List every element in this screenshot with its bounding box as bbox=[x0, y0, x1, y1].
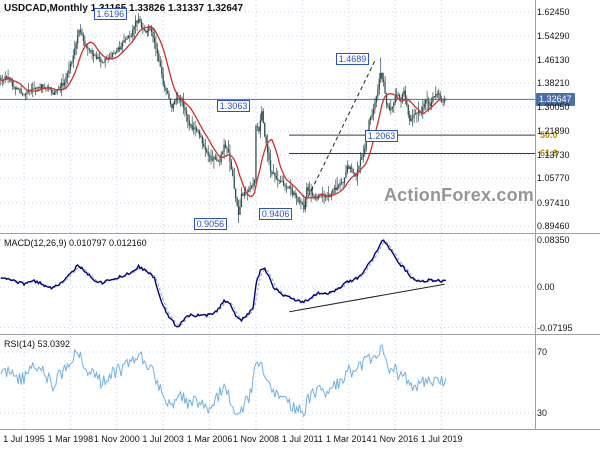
actionforex-watermark: ActionForex.com bbox=[383, 185, 534, 205]
price-axis-label: 1.05770 bbox=[537, 173, 570, 184]
price-axis-label: 1.46130 bbox=[537, 54, 570, 65]
price-axis-label: 1.30050 bbox=[537, 102, 570, 113]
date-axis-label: 1 Jul 1995 bbox=[3, 434, 45, 444]
price-callout: 1.3063 bbox=[216, 100, 251, 113]
macd-indicator-title: MACD(12,26,9) 0.010797 0.012160 bbox=[4, 238, 147, 248]
price-callout: 0.9406 bbox=[258, 207, 293, 220]
date-axis-label: 1 Nov 2000 bbox=[93, 434, 140, 444]
price-axis-label: 1.62450 bbox=[537, 6, 570, 17]
date-axis-label: 1 Jul 2019 bbox=[420, 434, 463, 444]
price-callout: 1.6196 bbox=[93, 8, 128, 21]
rsi-axis-label: 70 bbox=[537, 347, 548, 357]
date-axis-label: 1 Jul 2011 bbox=[281, 434, 323, 444]
date-axis-label: 1 Nov 2008 bbox=[232, 434, 280, 444]
date-axis-label: 1 Mar 2014 bbox=[326, 434, 372, 444]
price-axis-label: 1.13730 bbox=[537, 149, 570, 160]
price-axis-label: 0.97410 bbox=[537, 197, 570, 208]
rsi-indicator-title: RSI(14) 53.0392 bbox=[4, 339, 71, 349]
price-axis-label: 1.21890 bbox=[537, 126, 570, 136]
price-axis-label: 1.54290 bbox=[537, 30, 570, 41]
price-callout: 1.4689 bbox=[335, 52, 370, 65]
date-axis-label: 1 Mar 2006 bbox=[186, 434, 233, 444]
price-callout: 0.9056 bbox=[193, 218, 228, 230]
price-callout: 1.2063 bbox=[364, 129, 399, 142]
price-axis-label: 0.89460 bbox=[537, 221, 570, 232]
fib-level-label-50: 50.0 bbox=[539, 130, 559, 141]
macd-axis-label: 0.00 bbox=[537, 282, 555, 292]
macd-axis-label: -0.07195 bbox=[537, 322, 573, 333]
fib-level-label-618: 61.8 bbox=[539, 148, 559, 159]
macd-axis-label: 0.08350 bbox=[537, 234, 570, 245]
price-axis-label: 1.38210 bbox=[537, 78, 570, 89]
current-price-tag: 1.32647 bbox=[536, 92, 575, 106]
rsi-axis-label: 30 bbox=[537, 408, 548, 418]
date-axis-label: 1 Jul 2003 bbox=[142, 434, 184, 444]
date-axis-label: 1 Nov 2016 bbox=[372, 434, 419, 444]
date-axis-label: 1 Mar 1998 bbox=[47, 434, 94, 444]
